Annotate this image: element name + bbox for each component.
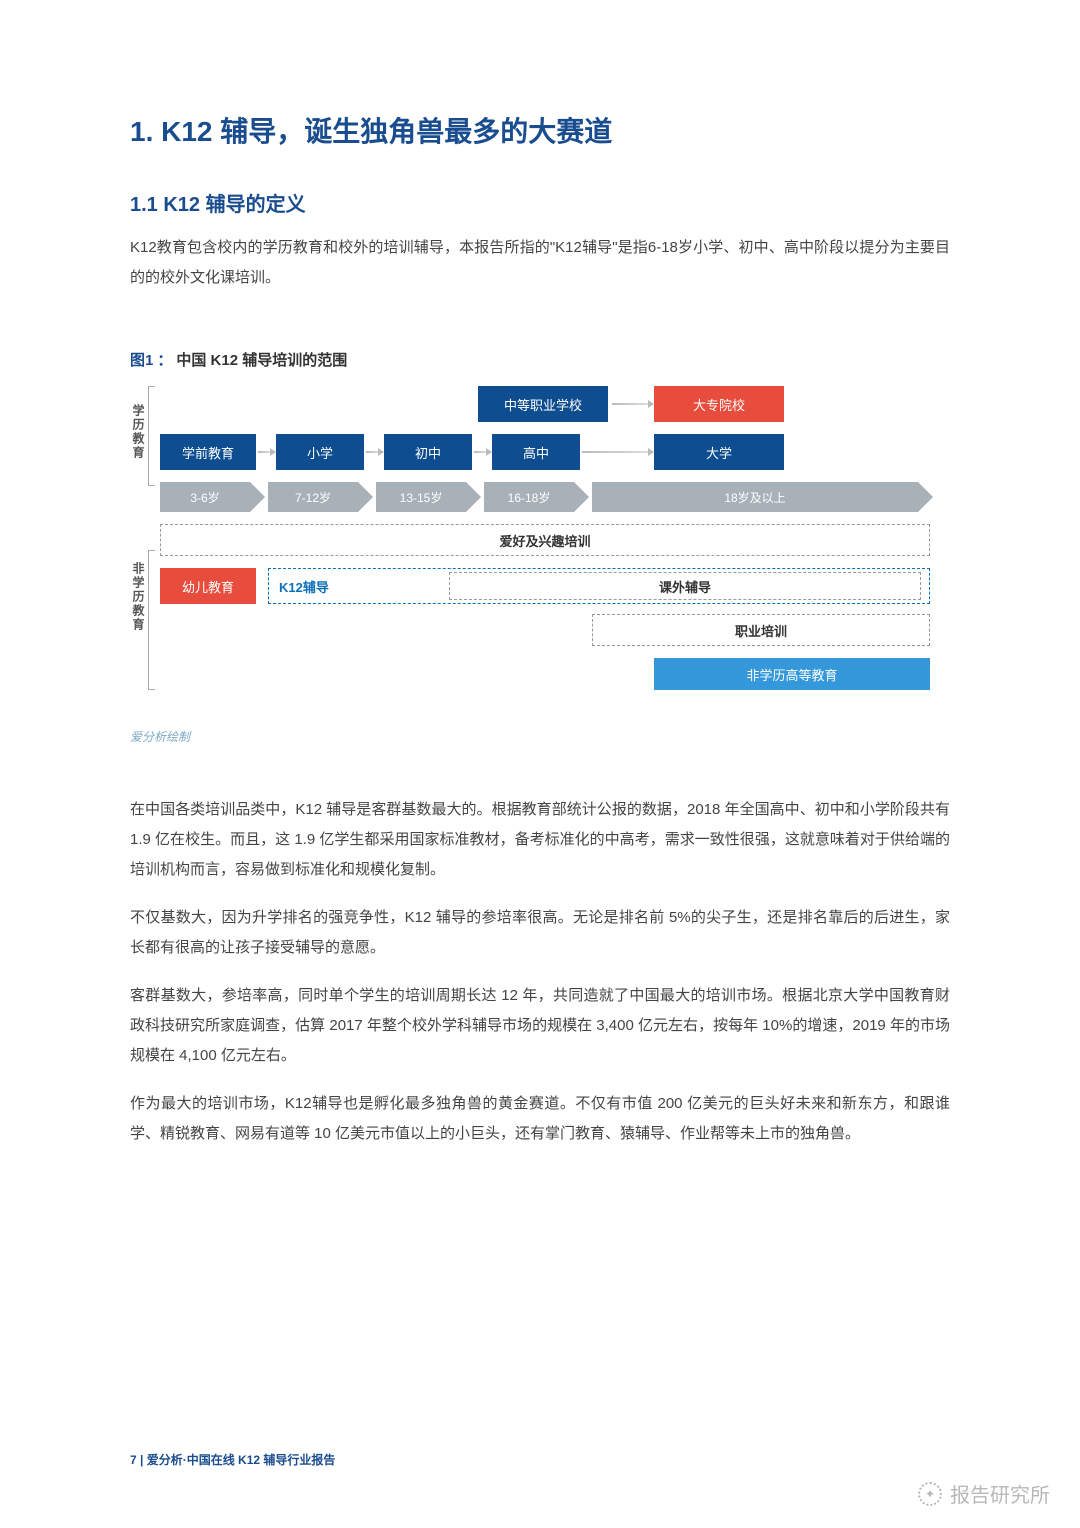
arrow-2 xyxy=(366,451,380,453)
box-high: 高中 xyxy=(492,434,580,470)
row-ages: 3-6岁 7-12岁 13-15岁 16-18岁 18岁及以上 xyxy=(160,482,950,516)
section-title: 1. K12 辅导，诞生独角兽最多的大赛道 xyxy=(130,110,950,150)
k12-scope-diagram: 学历教育 非学历教育 中等职业学校 大专院校 学前教育 小学 初中 高中 大学 … xyxy=(130,386,950,694)
figure-source: 爱分析绘制 xyxy=(130,728,950,745)
arrow-3 xyxy=(474,451,488,453)
chevron-age-3: 13-15岁 xyxy=(376,482,466,512)
box-nondegree-higher: 非学历高等教育 xyxy=(654,658,930,690)
row-vocational-training: 职业培训 xyxy=(160,614,950,650)
vlabel-academic: 学历教育 xyxy=(130,404,147,484)
figure-caption: 图1：中国 K12 辅导培训的范围 xyxy=(130,349,950,370)
chevron-age-5: 18岁及以上 xyxy=(592,482,918,512)
chevron-age-1: 3-6岁 xyxy=(160,482,250,512)
figure-title: 中国 K12 辅导培训的范围 xyxy=(176,352,347,369)
figure-colon: ： xyxy=(157,352,172,369)
arrow-4 xyxy=(582,451,650,453)
body-p1: 在中国各类培训品类中，K12 辅导是客群基数最大的。根据教育部统计公报的数据，2… xyxy=(130,795,950,885)
k12-label: K12辅导 xyxy=(279,577,329,596)
body-p2: 不仅基数大，因为升学排名的强竞争性，K12 辅导的参培率很高。无论是排名前 5%… xyxy=(130,903,950,963)
band-hobby: 爱好及兴趣培训 xyxy=(160,524,930,556)
box-middle: 初中 xyxy=(384,434,472,470)
row-stages: 学前教育 小学 初中 高中 大学 xyxy=(160,434,950,474)
box-college: 大专院校 xyxy=(654,386,784,422)
arrow-voc-college xyxy=(612,403,650,405)
body-p3: 客群基数大，参培率高，同时单个学生的培训周期长达 12 年，共同造就了中国最大的… xyxy=(130,981,950,1071)
watermark: ✦ 报告研究所 xyxy=(918,1479,1050,1508)
bracket-bottom xyxy=(148,550,154,690)
box-primary: 小学 xyxy=(276,434,364,470)
watermark-text: 报告研究所 xyxy=(950,1479,1050,1508)
page-footer: 7 | 爱分析·中国在线 K12 辅导行业报告 xyxy=(130,1451,335,1468)
box-preschool: 学前教育 xyxy=(160,434,256,470)
intro-paragraph: K12教育包含校内的学历教育和校外的培训辅导，本报告所指的"K12辅导"是指6-… xyxy=(130,233,950,293)
box-preschool-edu: 幼儿教育 xyxy=(160,568,256,604)
band-vocational-training: 职业培训 xyxy=(592,614,930,646)
figure-number: 图1 xyxy=(130,352,153,369)
box-vocational-school: 中等职业学校 xyxy=(478,386,608,422)
band-k12: K12辅导 课外辅导 xyxy=(268,568,930,604)
watermark-icon: ✦ xyxy=(918,1482,942,1506)
row-nondegree: 非学历高等教育 xyxy=(160,658,950,694)
body-p4: 作为最大的培训市场，K12辅导也是孵化最多独角兽的黄金赛道。不仅有市值 200 … xyxy=(130,1089,950,1149)
subsection-title: 1.1 K12 辅导的定义 xyxy=(130,188,950,217)
row-k12: 幼儿教育 K12辅导 课外辅导 xyxy=(160,568,950,606)
box-university: 大学 xyxy=(654,434,784,470)
chevron-age-2: 7-12岁 xyxy=(268,482,358,512)
arrow-1 xyxy=(258,451,272,453)
row-hobby: 爱好及兴趣培训 xyxy=(160,524,950,560)
chevron-age-4: 16-18岁 xyxy=(484,482,574,512)
bracket-top xyxy=(148,386,154,486)
band-extra-tutoring: 课外辅导 xyxy=(449,572,921,600)
row-vocational: 中等职业学校 大专院校 xyxy=(160,386,950,426)
vlabel-nonacademic: 非学历教育 xyxy=(130,562,147,672)
